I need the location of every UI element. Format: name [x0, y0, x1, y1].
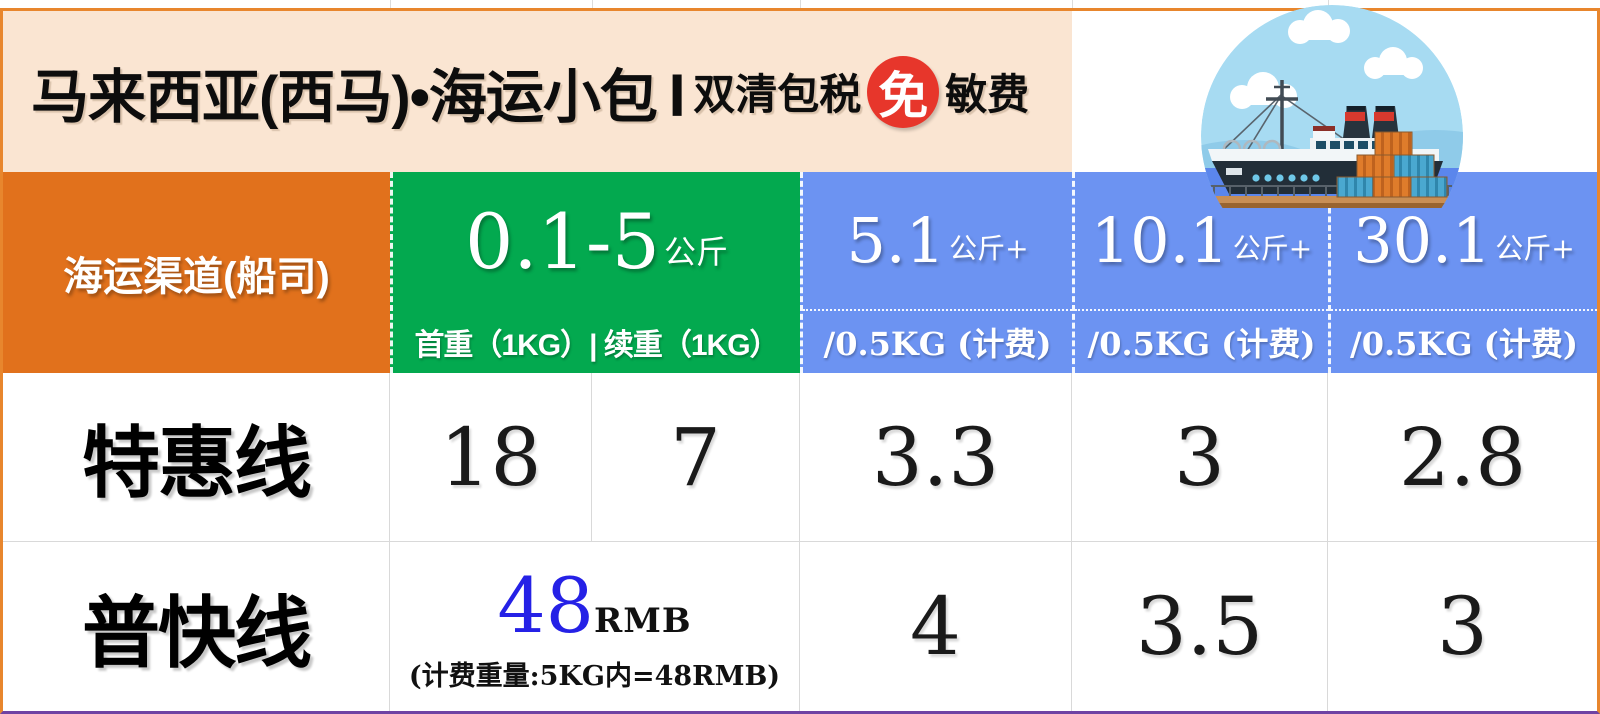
gridline-tick — [800, 0, 801, 8]
free-badge: 免 — [867, 55, 940, 128]
gridline-tick — [1072, 0, 1073, 8]
channel-header-label: 海运渠道(船司) — [63, 254, 330, 299]
row-label-tehuixian: 特惠线 — [3, 373, 390, 542]
title-banner: 马来西亚(西马)•海运小包 | 双清包税 免 敏费 — [3, 11, 1072, 172]
page-title: 马来西亚(西马)•海运小包 — [31, 64, 658, 130]
price-value: 3 — [1437, 580, 1488, 673]
mast — [1266, 80, 1298, 158]
tier-range-line: 5.1 公斤+ — [803, 172, 1072, 309]
ship-illustration — [1201, 5, 1463, 208]
price-value: 3 — [1174, 410, 1225, 504]
price-cell-renewal-weight: 7 — [592, 373, 800, 542]
price-cell-over30: 3 — [1328, 542, 1597, 711]
containers — [1336, 131, 1448, 198]
pier — [1206, 196, 1456, 205]
title-separator: | — [667, 66, 687, 116]
price-cell-over10: 3.5 — [1072, 542, 1328, 711]
gridline-tick — [390, 0, 391, 8]
tier-subheader: /0.5KG (计费) — [803, 308, 1072, 373]
channel-name: 特惠线 — [81, 419, 312, 507]
price-cell-first-weight: 18 — [390, 373, 592, 542]
tier-subheader: /0.5KG (计费) — [1331, 308, 1597, 373]
col-header-tier-0-5kg: 0.1-5 公斤 首重（1KG）| 续重（1KG） — [390, 172, 800, 373]
tier-unit: 公斤+ — [949, 232, 1029, 266]
row-label-pukuaixian: 普快线 — [3, 542, 390, 711]
tier-unit: 公斤+ — [1232, 232, 1313, 266]
price-value: 3.3 — [871, 410, 1000, 504]
table-frame: 马来西亚(西马)•海运小包 | 双清包税 免 敏费 海运渠道(船司) 0.1-5… — [0, 8, 1600, 714]
flat-price-line: 48 RMB — [497, 561, 691, 650]
price-cell-over10: 3 — [1072, 373, 1328, 542]
price-cell-over5: 3.3 — [800, 373, 1072, 542]
tier-unit: 公斤 — [663, 233, 728, 271]
tier-subheader: /0.5KG (计费) — [1075, 308, 1328, 373]
tier-range: 0.1-5 — [465, 196, 660, 286]
rigging — [1219, 93, 1349, 157]
col-header-channel: 海运渠道(船司) — [3, 172, 390, 373]
tier-range-line: 0.1-5 公斤 — [393, 172, 800, 310]
price-cell-over30: 2.8 — [1328, 373, 1597, 542]
gridline-tick — [592, 0, 593, 8]
gridline-tick — [1328, 0, 1329, 8]
tier-range: 30.1 — [1353, 203, 1492, 277]
flat-price-note: (计费重量:5KG内=48RMB) — [408, 660, 781, 692]
price-value: 2.8 — [1398, 410, 1527, 504]
clouds — [1230, 10, 1423, 109]
price-value: 7 — [670, 410, 721, 504]
tier-unit: 公斤+ — [1495, 232, 1575, 266]
tier-range-line: 10.1 公斤+ — [1075, 172, 1328, 309]
tier-subheader: 首重（1KG）| 续重（1KG） — [414, 328, 779, 362]
price-value: 3.5 — [1135, 580, 1264, 673]
tier-range: 10.1 — [1090, 203, 1229, 277]
col-header-tier-5kg-plus: 5.1 公斤+ /0.5KG (计费) — [800, 172, 1072, 373]
price-value: 48 — [497, 560, 595, 650]
tagline-left: 双清包税 — [693, 71, 862, 118]
tier-range: 5.1 — [846, 203, 946, 277]
tier-range-line: 30.1 公斤+ — [1331, 172, 1597, 309]
rate-table: 马来西亚(西马)•海运小包 | 双清包税 免 敏费 海运渠道(船司) 0.1-5… — [3, 11, 1597, 711]
price-cell-flat-48rmb: 48 RMB (计费重量:5KG内=48RMB) — [390, 542, 800, 711]
price-value: 4 — [910, 580, 961, 673]
channel-name: 普快线 — [81, 588, 312, 677]
tagline-right: 敏费 — [945, 71, 1030, 118]
currency-label: RMB — [594, 600, 692, 641]
funnels — [1343, 106, 1399, 138]
price-value: 18 — [439, 410, 542, 504]
price-cell-over5: 4 — [800, 542, 1072, 711]
